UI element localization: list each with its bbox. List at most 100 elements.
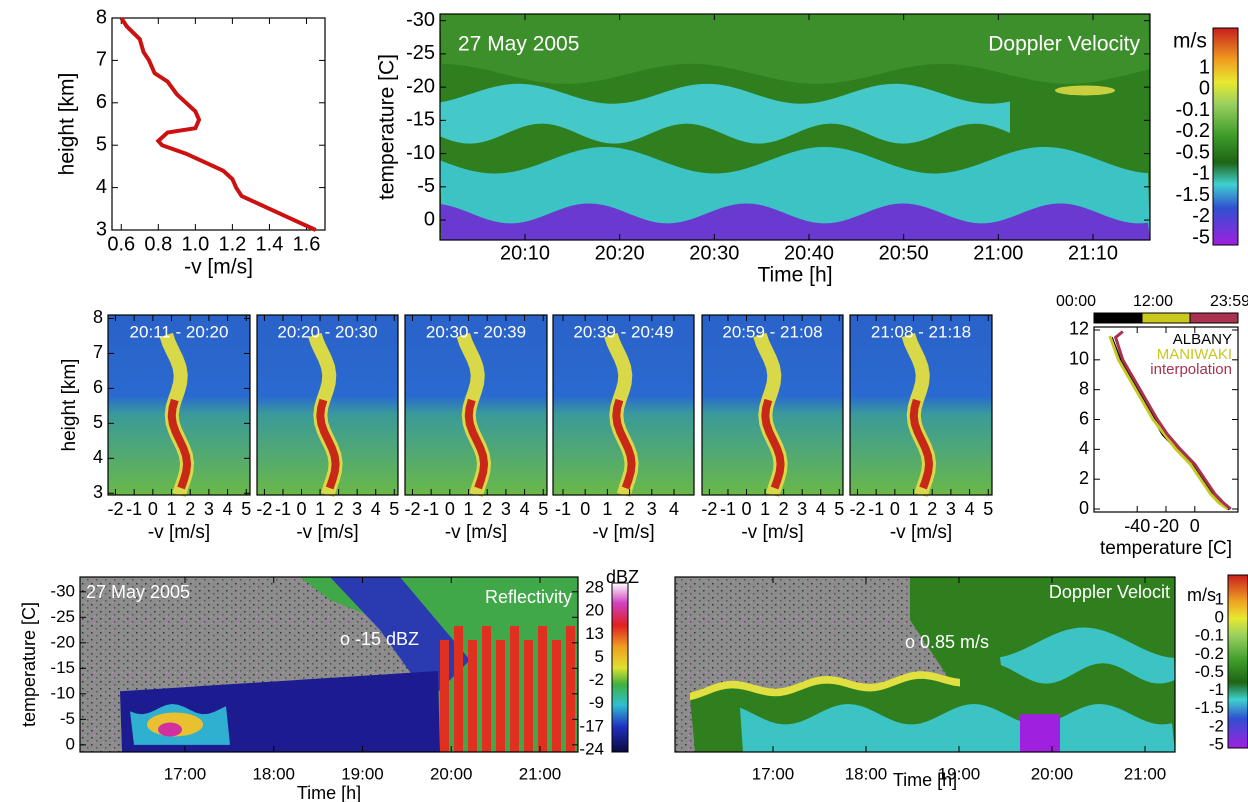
y-tick-label: -20 (406, 75, 435, 97)
heatmap-region (316, 398, 340, 490)
x-tick-label: 5 (538, 499, 548, 519)
y-tick-label: 0 (424, 208, 435, 230)
y-tick-label: -15 (406, 109, 435, 131)
y-tick-label: 5 (96, 133, 107, 155)
heatmap (80, 577, 578, 752)
x-tick-label: -1 (275, 499, 291, 519)
y-tick-label: 3 (96, 218, 107, 240)
x-tick-label: 21:00 (1124, 764, 1167, 783)
y-tick-label: 8 (93, 307, 103, 327)
x-tick-label: 2 (482, 499, 492, 519)
legend-entry: interpolation (1150, 361, 1232, 378)
y-tick-label: 8 (96, 6, 107, 28)
colorbar-label: -1.5 (1195, 698, 1224, 717)
x-tick-label: 0.6 (107, 233, 135, 255)
panel-title: 20:59 - 21:08 (722, 322, 822, 341)
x-tick-label: -2 (849, 499, 865, 519)
x-tick-label: 4 (520, 499, 530, 519)
y-tick-label: -10 (50, 683, 75, 702)
colorbar-title: m/s (1173, 30, 1207, 53)
heatmap (553, 315, 694, 497)
x-tick-label: -2 (701, 499, 717, 519)
colorbar-label: -0.5 (1176, 141, 1210, 163)
x-tick-label: -1 (720, 499, 736, 519)
x-tick-label: 17:00 (164, 764, 207, 783)
x-tick-label: 3 (797, 499, 807, 519)
y-tick-label: 4 (93, 447, 103, 467)
colorbar-label: 1 (1199, 56, 1210, 78)
y-tick-label: 6 (93, 377, 103, 397)
heatmap-region (1055, 85, 1115, 96)
colorbar-label: -5 (1192, 226, 1210, 248)
x-tick-label: 20:30 (689, 242, 739, 264)
x-tick-label: 0 (148, 499, 158, 519)
heatmap-region (440, 203, 1150, 240)
x-axis-label: Time [h] (297, 783, 361, 802)
plot-frame (404, 314, 548, 496)
x-tick-label: 1 (909, 499, 919, 519)
y-tick-label: 10 (1069, 349, 1089, 369)
heatmap-region (440, 83, 1010, 144)
colorbar-label: -0.1 (1195, 626, 1224, 645)
heatmap-region (510, 626, 519, 752)
x-axis-label: -v [m/s] (741, 522, 803, 543)
x-tick-label: 1.4 (256, 233, 284, 255)
colorbar-title: m/s (1187, 585, 1216, 605)
colorbar-label: 0 (1199, 78, 1210, 100)
panel (107, 314, 251, 497)
colorbar-title: dBZ (606, 567, 639, 587)
y-axis-label: height [km] (59, 359, 80, 452)
heatmap (405, 315, 547, 497)
colorbar-label: 0 (1215, 608, 1224, 627)
y-tick-label: -25 (50, 607, 75, 626)
x-tick-label: 3 (204, 499, 214, 519)
panel-title: 21:08 - 21:18 (871, 322, 971, 341)
x-tick-label: -2 (404, 499, 420, 519)
x-tick-label: 2 (185, 499, 195, 519)
heatmap-region (690, 671, 960, 701)
annotation: o 0.85 m/s (905, 632, 989, 652)
heatmap-region (482, 626, 491, 752)
x-tick-label: 2 (625, 499, 635, 519)
panel-title: 20:11 - 20:20 (130, 322, 229, 341)
y-tick-label: 6 (96, 91, 107, 113)
panel (1093, 312, 1239, 513)
x-tick-label: 19:00 (341, 764, 384, 783)
heatmap-region (468, 640, 477, 752)
plot-frame (107, 314, 251, 496)
x-axis-label: -v [m/s] (890, 522, 952, 543)
x-tick-label: -20 (1153, 516, 1179, 536)
x-axis-label: -v [m/s] (592, 522, 654, 543)
x-tick-label: 2 (779, 499, 789, 519)
x-tick-label: 1 (760, 499, 770, 519)
colorbar-label: 28 (585, 577, 604, 596)
y-tick-label: -30 (406, 9, 435, 31)
data-line (1113, 330, 1232, 511)
colorbar-label: 20 (585, 601, 604, 620)
colorbar-label: 13 (585, 624, 604, 643)
colorbar (1212, 27, 1239, 246)
y-tick-label: -20 (50, 632, 75, 651)
colorbar-label: -0.5 (1195, 662, 1224, 681)
y-tick-label: 4 (96, 176, 107, 198)
colorbar-label: -24 (579, 739, 604, 758)
y-tick-label: -15 (50, 658, 75, 677)
y-axis-label: height [km] (56, 73, 79, 176)
x-tick-label: 3 (352, 499, 362, 519)
annotation: 27 May 2005 (458, 33, 579, 56)
heatmap-region (1020, 714, 1060, 752)
x-tick-label: 21:00 (519, 764, 562, 783)
x-tick-label: 5 (389, 499, 399, 519)
heatmap-region (909, 398, 934, 490)
x-tick-label: 3 (946, 499, 956, 519)
panel-title: 20:30 - 20:39 (426, 322, 526, 341)
x-axis-label: -v [m/s] (184, 256, 253, 279)
legend-entry: MANIWAKI (1157, 346, 1232, 363)
x-tick-label: 4 (816, 499, 826, 519)
heatmap-region (552, 640, 561, 752)
heatmap-region (1000, 627, 1175, 684)
x-tick-label: 21:00 (973, 242, 1023, 264)
heatmap (850, 315, 992, 497)
x-tick-label: 4 (223, 499, 233, 519)
colorbar-label: 1 (1215, 589, 1224, 608)
